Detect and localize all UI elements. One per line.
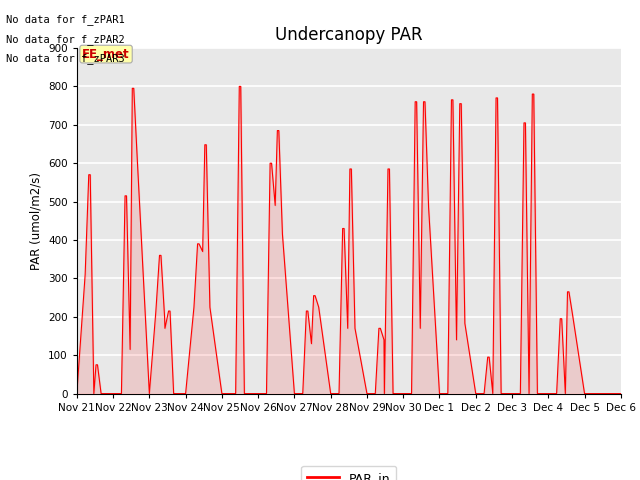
Text: EE_met: EE_met (83, 48, 130, 60)
Title: Undercanopy PAR: Undercanopy PAR (275, 25, 422, 44)
Text: No data for f_zPAR2: No data for f_zPAR2 (6, 34, 125, 45)
Text: No data for f_zPAR3: No data for f_zPAR3 (6, 53, 125, 64)
Text: No data for f_zPAR1: No data for f_zPAR1 (6, 14, 125, 25)
Y-axis label: PAR (umol/m2/s): PAR (umol/m2/s) (29, 172, 43, 270)
Legend: PAR_in: PAR_in (301, 466, 397, 480)
